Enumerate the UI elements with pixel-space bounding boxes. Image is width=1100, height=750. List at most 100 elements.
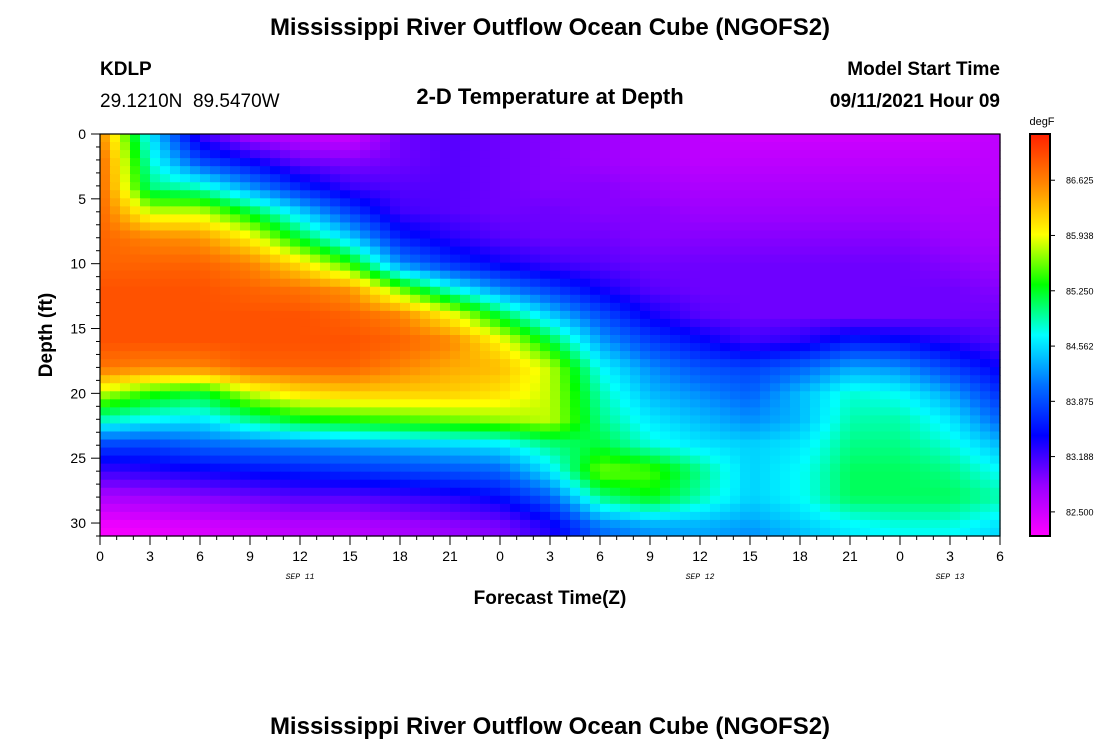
heatmap-cell xyxy=(920,158,931,167)
heatmap-cell xyxy=(640,286,651,296)
heatmap-cell xyxy=(120,367,131,376)
heatmap-cell xyxy=(510,214,521,224)
heatmap-cell xyxy=(500,391,511,400)
heatmap-cell xyxy=(160,142,171,151)
heatmap-cell xyxy=(530,487,541,497)
heatmap-cell xyxy=(680,206,691,215)
heatmap-cell xyxy=(720,262,731,272)
heatmap-cell xyxy=(630,206,641,215)
heatmap-cell xyxy=(740,503,751,513)
heatmap-cell xyxy=(140,351,151,360)
heatmap-cell xyxy=(950,487,961,497)
heatmap-cell xyxy=(700,190,711,199)
heatmap-cell xyxy=(800,383,811,392)
heatmap-cell xyxy=(470,503,481,513)
heatmap-cell xyxy=(240,511,251,521)
heatmap-cell xyxy=(340,527,351,537)
heatmap-cell xyxy=(500,262,511,272)
heatmap-cell xyxy=(620,359,631,368)
heatmap-cell xyxy=(190,318,201,328)
heatmap-cell xyxy=(880,519,891,529)
heatmap-cell xyxy=(570,527,581,537)
heatmap-cell xyxy=(160,174,171,183)
heatmap-cell xyxy=(130,134,141,143)
heatmap-cell xyxy=(570,391,581,400)
heatmap-cell xyxy=(140,302,151,312)
heatmap-cell xyxy=(400,375,411,384)
heatmap-cell xyxy=(510,198,521,207)
heatmap-cell xyxy=(300,439,311,449)
heatmap-cell xyxy=(460,294,471,304)
heatmap-cell xyxy=(300,214,311,224)
heatmap-cell xyxy=(490,142,501,151)
heatmap-cell xyxy=(390,519,401,529)
heatmap-cell xyxy=(990,166,1001,175)
heatmap-cell xyxy=(500,399,511,408)
heatmap-cell xyxy=(130,182,141,191)
heatmap-cell xyxy=(530,318,541,328)
heatmap-cell xyxy=(660,511,671,521)
heatmap-cell xyxy=(830,142,841,151)
heatmap-cell xyxy=(940,343,951,352)
heatmap-cell xyxy=(270,431,281,441)
heatmap-cell xyxy=(460,447,471,457)
heatmap-cell xyxy=(510,455,521,465)
heatmap-cell xyxy=(550,262,561,272)
heatmap-cell xyxy=(830,511,841,521)
heatmap-cell xyxy=(440,286,451,296)
heatmap-cell xyxy=(840,294,851,304)
heatmap-cell xyxy=(200,166,211,175)
heatmap-cell xyxy=(100,270,111,280)
heatmap-cell xyxy=(460,206,471,215)
heatmap-cell xyxy=(410,190,421,199)
heatmap-cell xyxy=(210,343,221,352)
heatmap-cell xyxy=(700,519,711,529)
heatmap-cell xyxy=(170,423,181,433)
heatmap-cell xyxy=(270,270,281,280)
heatmap-cell xyxy=(140,479,151,489)
heatmap-cell xyxy=(110,495,121,505)
heatmap-cell xyxy=(610,278,621,288)
heatmap-cell xyxy=(260,142,271,151)
heatmap-cell xyxy=(630,318,641,328)
heatmap-cell xyxy=(860,158,871,167)
heatmap-cell xyxy=(520,222,531,232)
heatmap-cell xyxy=(470,230,481,240)
heatmap-cell xyxy=(640,407,651,416)
heatmap-cell xyxy=(320,511,331,521)
heatmap-cell xyxy=(550,487,561,497)
heatmap-cell xyxy=(660,198,671,207)
heatmap-cell xyxy=(190,326,201,336)
heatmap-cell xyxy=(320,318,331,328)
heatmap-cell xyxy=(590,447,601,457)
heatmap-cell xyxy=(830,407,841,416)
heatmap-cell xyxy=(150,407,161,416)
heatmap-cell xyxy=(700,439,711,449)
heatmap-cell xyxy=(280,190,291,199)
heatmap-cell xyxy=(490,455,501,465)
heatmap-cell xyxy=(730,351,741,360)
heatmap-cell xyxy=(840,479,851,489)
x-date-label: SEP 13 xyxy=(936,573,965,582)
heatmap-cell xyxy=(240,310,251,320)
heatmap-cell xyxy=(510,471,521,481)
heatmap-cell xyxy=(350,407,361,416)
heatmap-cell xyxy=(730,190,741,199)
heatmap-cell xyxy=(570,222,581,232)
heatmap-cell xyxy=(980,495,991,505)
heatmap-cell xyxy=(690,351,701,360)
heatmap-cell xyxy=(460,326,471,336)
heatmap-cell xyxy=(420,222,431,232)
heatmap-cell xyxy=(640,206,651,215)
heatmap-cell xyxy=(510,286,521,296)
heatmap-cell xyxy=(870,479,881,489)
heatmap-cell xyxy=(230,511,241,521)
heatmap-cell xyxy=(560,206,571,215)
heatmap-cell xyxy=(670,399,681,408)
heatmap-cell xyxy=(170,335,181,344)
heatmap-cell xyxy=(900,326,911,336)
heatmap-cell xyxy=(380,335,391,344)
heatmap-cell xyxy=(180,351,191,360)
heatmap-cell xyxy=(570,455,581,465)
heatmap-cell xyxy=(920,246,931,256)
